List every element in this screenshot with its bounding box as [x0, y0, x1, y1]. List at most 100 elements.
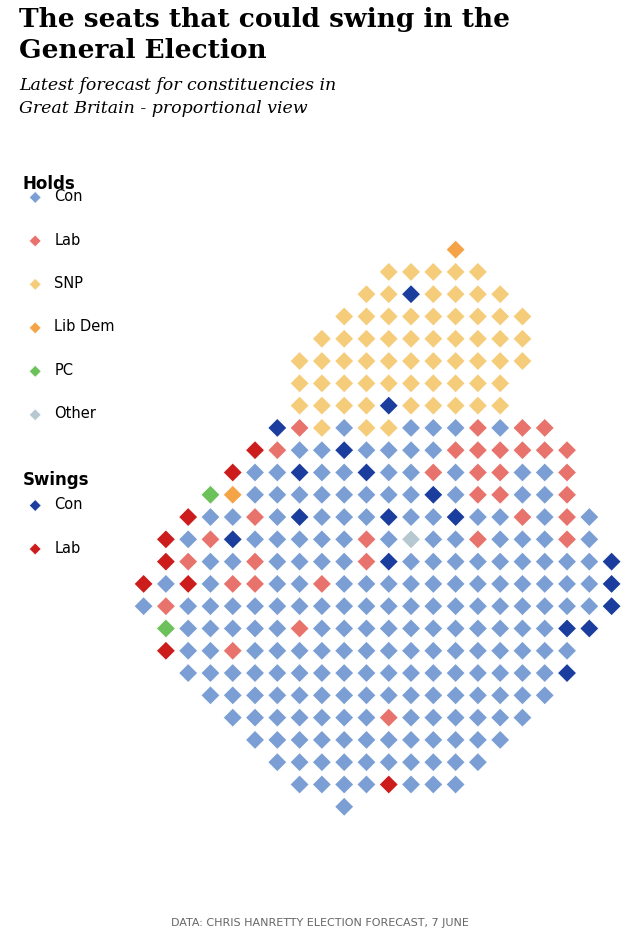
Polygon shape	[268, 575, 287, 594]
Polygon shape	[290, 664, 309, 683]
Polygon shape	[312, 508, 332, 528]
Polygon shape	[535, 508, 554, 528]
Polygon shape	[379, 441, 399, 461]
Polygon shape	[223, 485, 243, 505]
Polygon shape	[468, 508, 488, 528]
Polygon shape	[379, 485, 399, 505]
Polygon shape	[290, 575, 309, 594]
Polygon shape	[535, 419, 554, 438]
Polygon shape	[156, 619, 176, 638]
Polygon shape	[535, 464, 554, 482]
Polygon shape	[268, 641, 287, 661]
Polygon shape	[290, 396, 309, 416]
Polygon shape	[379, 664, 399, 683]
Polygon shape	[513, 464, 532, 482]
Polygon shape	[356, 552, 376, 572]
Polygon shape	[245, 641, 265, 661]
Polygon shape	[29, 323, 41, 334]
Polygon shape	[513, 685, 532, 705]
Polygon shape	[424, 775, 443, 795]
Polygon shape	[401, 619, 421, 638]
Polygon shape	[223, 575, 243, 594]
Polygon shape	[29, 279, 41, 291]
Polygon shape	[468, 597, 488, 616]
Polygon shape	[424, 464, 443, 482]
Polygon shape	[446, 708, 465, 728]
Polygon shape	[468, 329, 488, 349]
Polygon shape	[179, 664, 198, 683]
Polygon shape	[401, 508, 421, 528]
Polygon shape	[446, 441, 465, 461]
Polygon shape	[312, 441, 332, 461]
Polygon shape	[356, 641, 376, 661]
Polygon shape	[446, 575, 465, 594]
Polygon shape	[557, 464, 577, 482]
Polygon shape	[334, 396, 354, 416]
Polygon shape	[356, 352, 376, 372]
Polygon shape	[223, 552, 243, 572]
Polygon shape	[401, 308, 421, 327]
Polygon shape	[579, 508, 599, 528]
Polygon shape	[468, 708, 488, 728]
Polygon shape	[557, 485, 577, 505]
Polygon shape	[513, 508, 532, 528]
Polygon shape	[424, 374, 443, 394]
Polygon shape	[602, 597, 621, 616]
Polygon shape	[245, 731, 265, 750]
Polygon shape	[446, 552, 465, 572]
Polygon shape	[513, 352, 532, 372]
Polygon shape	[401, 597, 421, 616]
Polygon shape	[201, 575, 220, 594]
Polygon shape	[468, 308, 488, 327]
Polygon shape	[29, 366, 41, 378]
Polygon shape	[134, 597, 154, 616]
Polygon shape	[379, 641, 399, 661]
Polygon shape	[201, 552, 220, 572]
Polygon shape	[557, 664, 577, 683]
Polygon shape	[223, 708, 243, 728]
Polygon shape	[513, 419, 532, 438]
Polygon shape	[446, 508, 465, 528]
Polygon shape	[29, 500, 41, 512]
Polygon shape	[334, 464, 354, 482]
Polygon shape	[424, 441, 443, 461]
Polygon shape	[424, 485, 443, 505]
Polygon shape	[334, 731, 354, 750]
Polygon shape	[356, 464, 376, 482]
Polygon shape	[245, 597, 265, 616]
Polygon shape	[446, 396, 465, 416]
Polygon shape	[446, 464, 465, 482]
Polygon shape	[268, 664, 287, 683]
Polygon shape	[245, 708, 265, 728]
Polygon shape	[379, 352, 399, 372]
Polygon shape	[424, 285, 443, 305]
Polygon shape	[468, 374, 488, 394]
Polygon shape	[290, 641, 309, 661]
Polygon shape	[379, 396, 399, 416]
Polygon shape	[379, 530, 399, 549]
Polygon shape	[201, 619, 220, 638]
Polygon shape	[334, 530, 354, 549]
Polygon shape	[290, 419, 309, 438]
Polygon shape	[490, 685, 510, 705]
Polygon shape	[223, 664, 243, 683]
Polygon shape	[468, 575, 488, 594]
Polygon shape	[290, 619, 309, 638]
Polygon shape	[223, 685, 243, 705]
Polygon shape	[134, 575, 154, 594]
Polygon shape	[334, 619, 354, 638]
Polygon shape	[179, 641, 198, 661]
Polygon shape	[290, 485, 309, 505]
Polygon shape	[446, 262, 465, 282]
Polygon shape	[535, 441, 554, 461]
Polygon shape	[290, 752, 309, 772]
Polygon shape	[535, 619, 554, 638]
Polygon shape	[290, 597, 309, 616]
Polygon shape	[379, 731, 399, 750]
Polygon shape	[468, 285, 488, 305]
Polygon shape	[223, 464, 243, 482]
Polygon shape	[401, 775, 421, 795]
Polygon shape	[245, 464, 265, 482]
Polygon shape	[312, 619, 332, 638]
Polygon shape	[490, 329, 510, 349]
